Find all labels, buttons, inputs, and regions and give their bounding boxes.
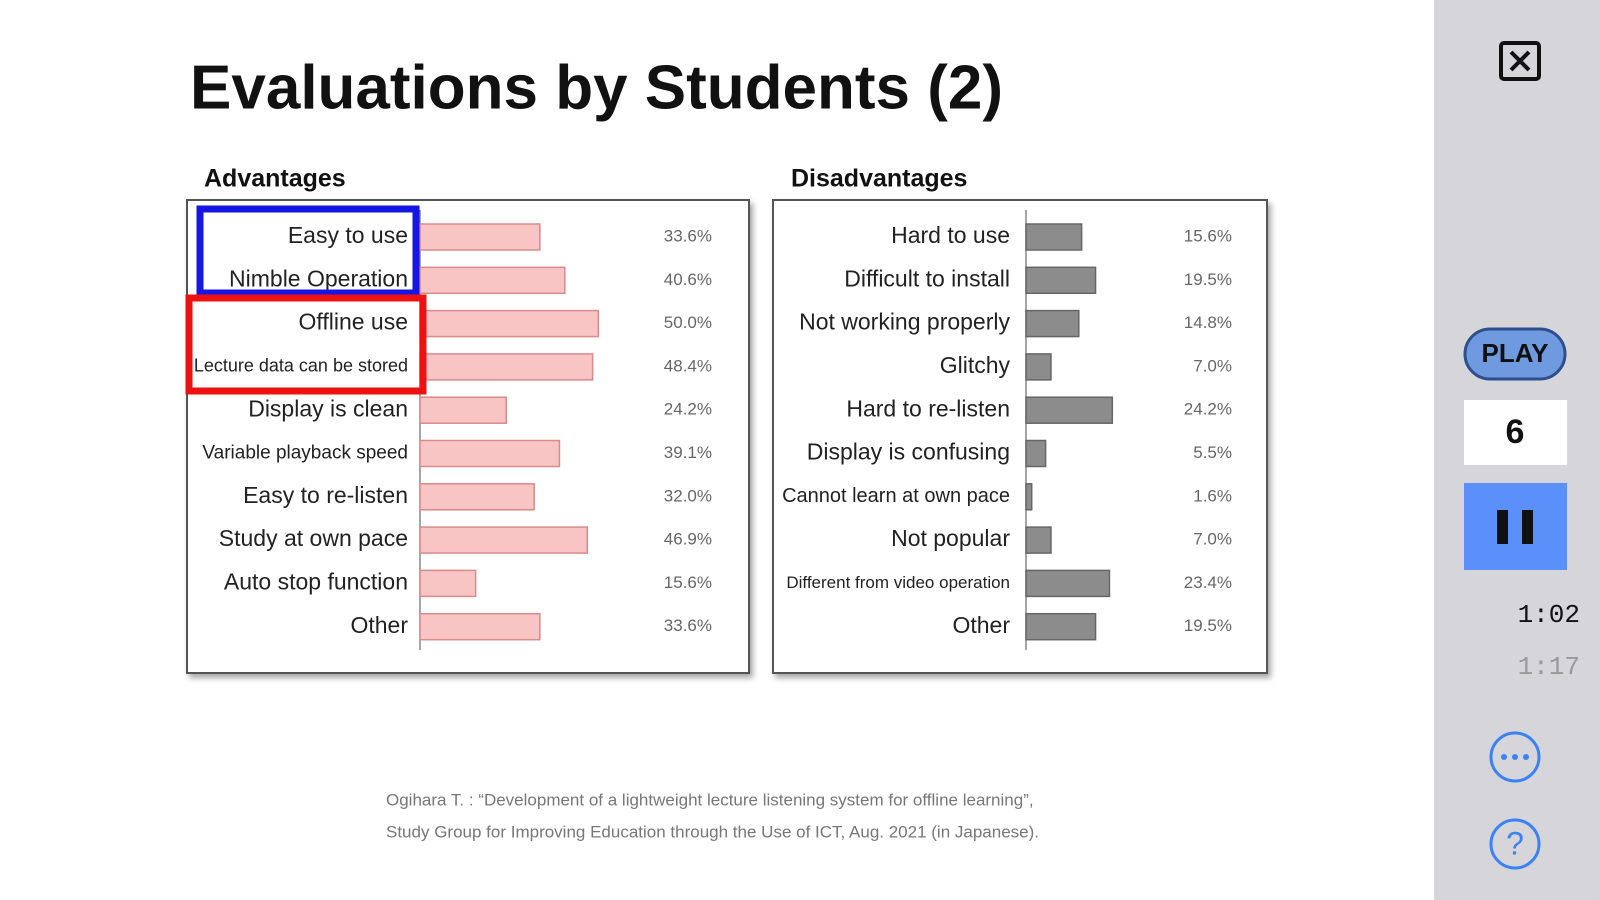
category-label: Display is clean bbox=[248, 395, 408, 421]
more-icon bbox=[1512, 754, 1518, 760]
value-label: 7.0% bbox=[1193, 530, 1232, 549]
bar bbox=[1025, 526, 1052, 554]
play-button[interactable] bbox=[1463, 327, 1567, 381]
category-label: Offline use bbox=[298, 309, 408, 335]
close-button[interactable] bbox=[1499, 41, 1541, 81]
category-label: Hard to re-listen bbox=[846, 395, 1010, 421]
more-icon bbox=[1501, 754, 1507, 760]
value-label: 19.5% bbox=[1184, 616, 1232, 635]
category-label: Variable playback speed bbox=[202, 443, 408, 464]
slide-number: 6 bbox=[1506, 413, 1525, 451]
category-label: Other bbox=[952, 612, 1010, 638]
footnote: Ogihara T. : “Development of a lightweig… bbox=[386, 790, 1034, 809]
bar bbox=[419, 309, 600, 338]
bar bbox=[1025, 439, 1047, 468]
bar bbox=[419, 223, 541, 251]
help-button[interactable]: ? bbox=[1489, 818, 1541, 870]
value-label: 46.9% bbox=[664, 530, 712, 549]
bar bbox=[1025, 396, 1114, 424]
pause-icon bbox=[1522, 510, 1533, 544]
value-label: 40.6% bbox=[664, 270, 712, 289]
value-label: 15.6% bbox=[664, 573, 712, 592]
pause-bg bbox=[1464, 483, 1567, 570]
play-label: PLAY bbox=[1482, 338, 1549, 368]
value-label: 15.6% bbox=[1184, 226, 1232, 245]
bar bbox=[1025, 353, 1052, 381]
value-label: 1.6% bbox=[1193, 486, 1232, 505]
close-icon bbox=[1509, 50, 1531, 72]
value-label: 7.0% bbox=[1193, 356, 1232, 375]
close-icon bbox=[1499, 41, 1541, 81]
category-label: Other bbox=[350, 612, 408, 638]
category-label: Easy to use bbox=[288, 222, 408, 248]
bar bbox=[419, 483, 535, 511]
bar bbox=[1025, 266, 1097, 295]
more-button[interactable] bbox=[1489, 731, 1541, 783]
more-icon bbox=[1523, 754, 1529, 760]
help-icon bbox=[1489, 818, 1541, 870]
category-label: Hard to use bbox=[891, 222, 1010, 248]
value-label: 33.6% bbox=[664, 616, 712, 635]
category-label: Not popular bbox=[891, 525, 1010, 551]
bar bbox=[1025, 569, 1111, 598]
category-label: Lecture data can be stored bbox=[194, 356, 408, 376]
chart-frame bbox=[772, 199, 1268, 674]
value-label: 39.1% bbox=[664, 443, 712, 462]
highlight-box bbox=[196, 205, 420, 297]
bar bbox=[419, 526, 589, 554]
value-label: 23.4% bbox=[1184, 573, 1232, 592]
total-time: 1:17 bbox=[1518, 652, 1580, 682]
bar bbox=[419, 353, 594, 381]
value-label: 19.5% bbox=[1184, 270, 1232, 289]
category-label: Display is confusing bbox=[807, 439, 1010, 465]
slide-title: Evaluations by Students (2) bbox=[190, 53, 1003, 122]
bar bbox=[419, 396, 508, 424]
slide-number-box bbox=[1464, 400, 1567, 465]
bar bbox=[1025, 309, 1080, 338]
category-label: Cannot learn at own pace bbox=[782, 485, 1010, 507]
category-label: Auto stop function bbox=[224, 568, 408, 594]
value-label: 50.0% bbox=[664, 313, 712, 332]
category-label: Easy to re-listen bbox=[243, 482, 408, 508]
value-label: 48.4% bbox=[664, 356, 712, 375]
category-label: Study at own pace bbox=[219, 525, 408, 551]
bar bbox=[419, 612, 541, 641]
value-label: 14.8% bbox=[1184, 313, 1232, 332]
value-label: 32.0% bbox=[664, 486, 712, 505]
bar bbox=[1025, 483, 1033, 511]
help-label: ? bbox=[1506, 825, 1524, 861]
value-label: 5.5% bbox=[1193, 443, 1232, 462]
elapsed-time: 1:02 bbox=[1518, 600, 1580, 630]
category-label: Difficult to install bbox=[844, 265, 1010, 291]
category-label: Glitchy bbox=[940, 352, 1011, 378]
category-label: Not working properly bbox=[799, 309, 1010, 335]
category-label: Nimble Operation bbox=[229, 265, 408, 291]
bar bbox=[1025, 223, 1083, 251]
pause-button[interactable] bbox=[1464, 483, 1567, 570]
bar bbox=[1025, 612, 1097, 641]
highlight-box bbox=[185, 294, 427, 395]
value-label: 24.2% bbox=[1184, 400, 1232, 419]
bar bbox=[419, 569, 477, 598]
value-label: 24.2% bbox=[664, 400, 712, 419]
footnote: Study Group for Improving Education thro… bbox=[386, 822, 1039, 841]
value-label: 33.6% bbox=[664, 226, 712, 245]
bar bbox=[419, 439, 561, 468]
chart-title: Disadvantages bbox=[791, 165, 967, 193]
more-icon bbox=[1489, 731, 1541, 783]
bar bbox=[419, 266, 566, 295]
pause-icon bbox=[1497, 510, 1508, 544]
chart-title: Advantages bbox=[204, 165, 346, 193]
category-label: Different from video operation bbox=[786, 573, 1010, 592]
